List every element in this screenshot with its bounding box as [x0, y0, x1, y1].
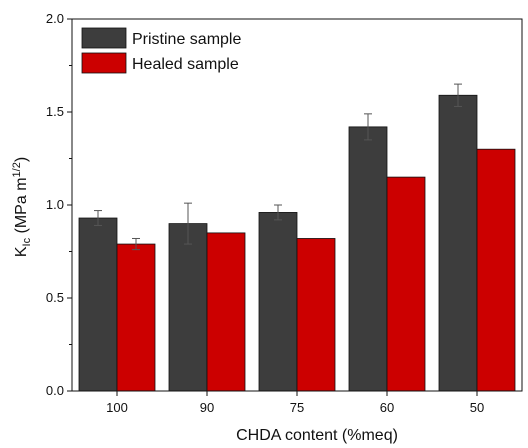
y-axis-title-subscript: Ic [21, 237, 33, 246]
legend: Pristine sample Healed sample [81, 27, 241, 74]
bar-healed-50 [476, 148, 516, 392]
bar-healed-60 [386, 176, 426, 392]
x-axis-title: CHDA content (%meq) [236, 427, 398, 444]
y-axis-title-main: K [13, 246, 30, 257]
legend-swatch-healed [81, 52, 127, 74]
error-bars-layer [94, 83, 462, 251]
x-tick-label-60: 60 [380, 400, 394, 415]
error-bar-pristine-50 [454, 83, 462, 107]
y-axis-title-unit-close: ) [13, 157, 30, 162]
error-bar-healed-100 [132, 237, 140, 251]
x-tick-label-50: 50 [470, 400, 484, 415]
y-axis-title: KIc (MPa m1/2) [11, 157, 33, 257]
y-tick-label-0.5: 0.5 [46, 290, 64, 305]
error-bar-pristine-60 [364, 113, 372, 141]
error-bar-pristine-100 [94, 210, 102, 226]
bar-pristine-100 [78, 217, 118, 392]
x-tick-label-100: 100 [106, 400, 128, 415]
legend-label-pristine: Pristine sample [132, 31, 241, 48]
bar-healed-75 [296, 238, 336, 392]
bar-pristine-75 [258, 212, 298, 392]
bar-pristine-90 [168, 223, 208, 392]
x-tick-label-75: 75 [290, 400, 304, 415]
error-bar-pristine-90 [184, 202, 192, 245]
error-bar-pristine-75 [274, 204, 282, 221]
y-axis-title-unit: (MPa m [13, 177, 30, 237]
x-tick-label-90: 90 [200, 400, 214, 415]
y-tick-label-1.0: 1.0 [46, 197, 64, 212]
legend-swatch-pristine [81, 27, 127, 49]
bar-healed-100 [116, 243, 156, 392]
bar-pristine-60 [348, 126, 388, 392]
bar-healed-90 [206, 232, 246, 392]
ticks-layer: 100 90 75 60 50 0.0 0.5 1.0 1.5 2.0 [46, 11, 484, 415]
y-tick-label-0.0: 0.0 [46, 383, 64, 398]
y-tick-label-2.0: 2.0 [46, 11, 64, 26]
legend-label-healed: Healed sample [132, 56, 239, 73]
bars-layer [78, 94, 516, 392]
y-axis-title-superscript: 1/2 [11, 162, 23, 177]
bar-pristine-50 [438, 94, 478, 392]
y-tick-label-1.5: 1.5 [46, 104, 64, 119]
